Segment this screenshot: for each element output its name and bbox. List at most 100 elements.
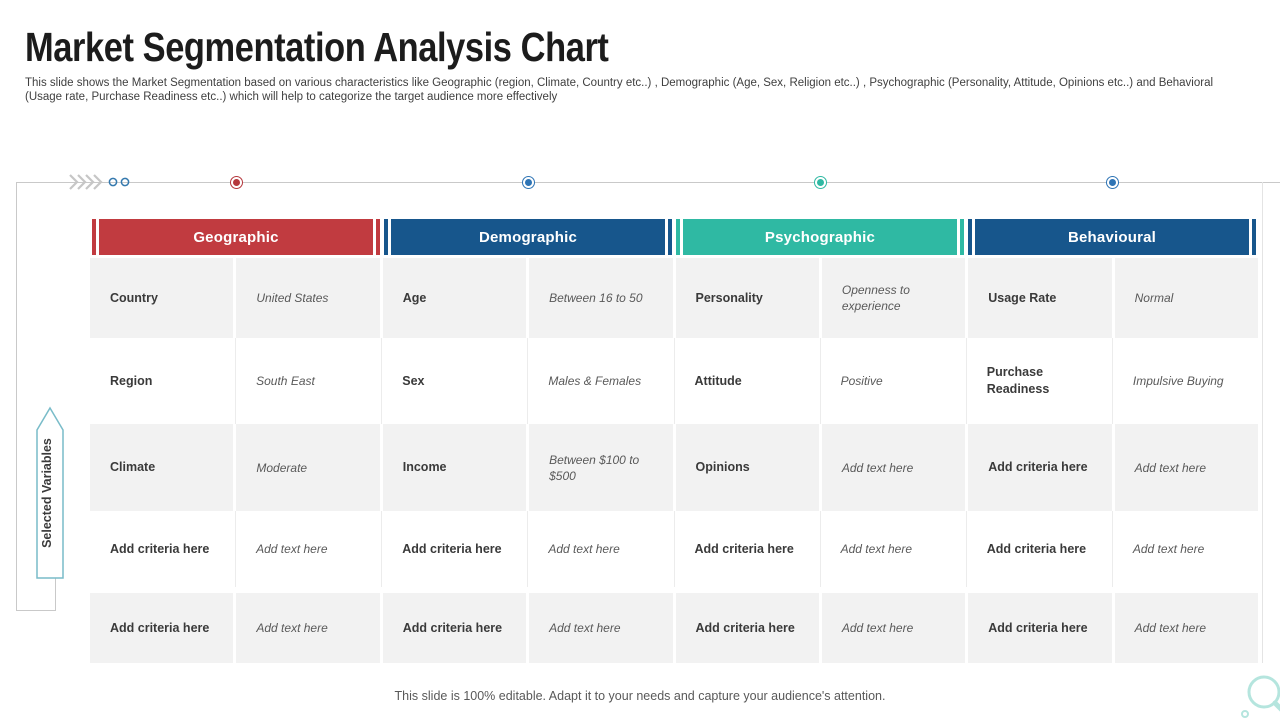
value-text: Add text here — [1134, 621, 1207, 635]
criteria-label: Add criteria here — [90, 511, 237, 587]
criteria-label: Add criteria here — [675, 511, 821, 587]
slide-description: This slide shows the Market Segmentation… — [25, 77, 1214, 103]
criteria-label: Region — [90, 338, 237, 424]
timeline-line — [16, 182, 1280, 183]
table-header-row: Geographic Demographic Psychographic Beh… — [90, 219, 1258, 255]
value-text: Add text here — [256, 542, 328, 556]
header-stripe — [960, 219, 964, 255]
header-label: Psychographic — [683, 219, 957, 255]
criteria-text: Add criteria here — [988, 460, 1088, 474]
criteria-label: Add criteria here — [90, 593, 237, 663]
criteria-text: Attitude — [694, 373, 742, 388]
up-arrow-shape — [36, 406, 64, 579]
table-row: Climate Moderate Income Between $100 to … — [90, 424, 1258, 511]
criteria-text: Country — [110, 290, 158, 305]
criteria-text: Personality — [695, 290, 763, 305]
criteria-text: Income — [402, 460, 447, 474]
value-text: Moderate — [256, 460, 308, 475]
header-psychographic: Psychographic — [676, 219, 964, 255]
criteria-text: Add criteria here — [402, 541, 502, 556]
criteria-value: Add text here — [822, 593, 969, 663]
criteria-text: Add criteria here — [986, 541, 1087, 556]
criteria-value: Moderate — [236, 424, 383, 511]
value-text: Add text here — [549, 621, 621, 635]
value-text: Add text here — [548, 542, 620, 556]
value-text: Add text here — [841, 460, 914, 475]
criteria-value: Positive — [821, 338, 967, 424]
table-row: Region South East Sex Males & Females At… — [90, 338, 1258, 424]
criteria-text: Add criteria here — [695, 620, 795, 635]
timeline-start-circles-icon — [108, 177, 130, 187]
criteria-value: Normal — [1115, 258, 1258, 338]
criteria-label: Add criteria here — [968, 593, 1115, 663]
header-stripe — [92, 219, 96, 255]
segmentation-table: Geographic Demographic Psychographic Beh… — [90, 219, 1258, 663]
criteria-value: Impulsive Buying — [1113, 338, 1258, 424]
value-text: Openness to experience — [841, 283, 910, 313]
table-row: Country United States Age Between 16 to … — [90, 258, 1258, 338]
header-geographic: Geographic — [92, 219, 380, 255]
header-stripe — [968, 219, 972, 255]
value-text: Between $100 to $500 — [549, 452, 640, 483]
bracket-riser-line — [55, 578, 56, 611]
criteria-value: Between 16 to 50 — [529, 258, 676, 338]
criteria-value: Add text here — [1115, 424, 1258, 511]
bottom-bracket-line — [16, 610, 56, 611]
criteria-label: Usage Rate — [968, 258, 1115, 338]
criteria-value: Add text here — [236, 511, 383, 587]
value-text: Add text here — [1132, 542, 1205, 556]
criteria-label: Add criteria here — [676, 593, 822, 663]
criteria-label: Purchase Readiness — [967, 338, 1113, 424]
criteria-text: Age — [402, 290, 427, 305]
criteria-label: Income — [383, 424, 530, 511]
criteria-value: Add text here — [822, 424, 969, 511]
criteria-label: Age — [383, 258, 530, 338]
criteria-text: Add criteria here — [988, 620, 1088, 635]
header-behavioural: Behavioural — [968, 219, 1256, 255]
left-bracket-line — [16, 182, 17, 610]
criteria-label: Personality — [676, 258, 822, 338]
criteria-label: Add criteria here — [383, 593, 530, 663]
header-stripe — [376, 219, 380, 255]
header-label: Geographic — [99, 219, 373, 255]
criteria-text: Climate — [110, 460, 156, 474]
value-text: Add text here — [841, 621, 914, 635]
header-demographic: Demographic — [384, 219, 672, 255]
value-text: Positive — [840, 374, 883, 388]
criteria-value: South East — [236, 338, 383, 424]
criteria-text: Sex — [402, 373, 425, 388]
criteria-value: Add text here — [1113, 511, 1258, 587]
criteria-label: Add criteria here — [382, 511, 529, 587]
criteria-text: Add criteria here — [110, 541, 210, 556]
timeline-marker-behavioural — [1106, 176, 1119, 189]
value-text: Between 16 to 50 — [549, 291, 643, 305]
timeline-marker-psychographic — [814, 176, 827, 189]
header-label: Behavioural — [975, 219, 1249, 255]
criteria-text: Region — [110, 373, 153, 388]
criteria-value: Add text here — [236, 593, 383, 663]
right-edge-line — [1262, 182, 1263, 663]
header-stripe — [668, 219, 672, 255]
criteria-label: Add criteria here — [967, 511, 1113, 587]
criteria-label: Sex — [382, 338, 529, 424]
chevron-arrows-icon — [69, 174, 103, 190]
value-text: Add text here — [256, 621, 328, 635]
value-text: Add text here — [1134, 460, 1207, 475]
value-text: Normal — [1134, 291, 1174, 305]
criteria-label: Climate — [90, 424, 237, 511]
criteria-text: Add criteria here — [402, 620, 503, 635]
selected-variables-label: Selected Variables — [40, 438, 54, 548]
criteria-value: Add text here — [529, 593, 676, 663]
criteria-value: United States — [236, 258, 383, 338]
table-row: Add criteria here Add text here Add crit… — [90, 593, 1258, 663]
criteria-label: Attitude — [675, 338, 821, 424]
value-text: Impulsive Buying — [1132, 374, 1224, 388]
criteria-value: Males & Females — [528, 338, 675, 424]
magnifier-watermark-icon — [1241, 675, 1280, 718]
criteria-text: Opinions — [695, 460, 750, 474]
value-text: Males & Females — [548, 374, 642, 388]
criteria-text: Add criteria here — [694, 541, 794, 556]
header-stripe — [1252, 219, 1256, 255]
header-stripe — [384, 219, 388, 255]
table-row: Add criteria here Add text here Add crit… — [90, 511, 1258, 587]
